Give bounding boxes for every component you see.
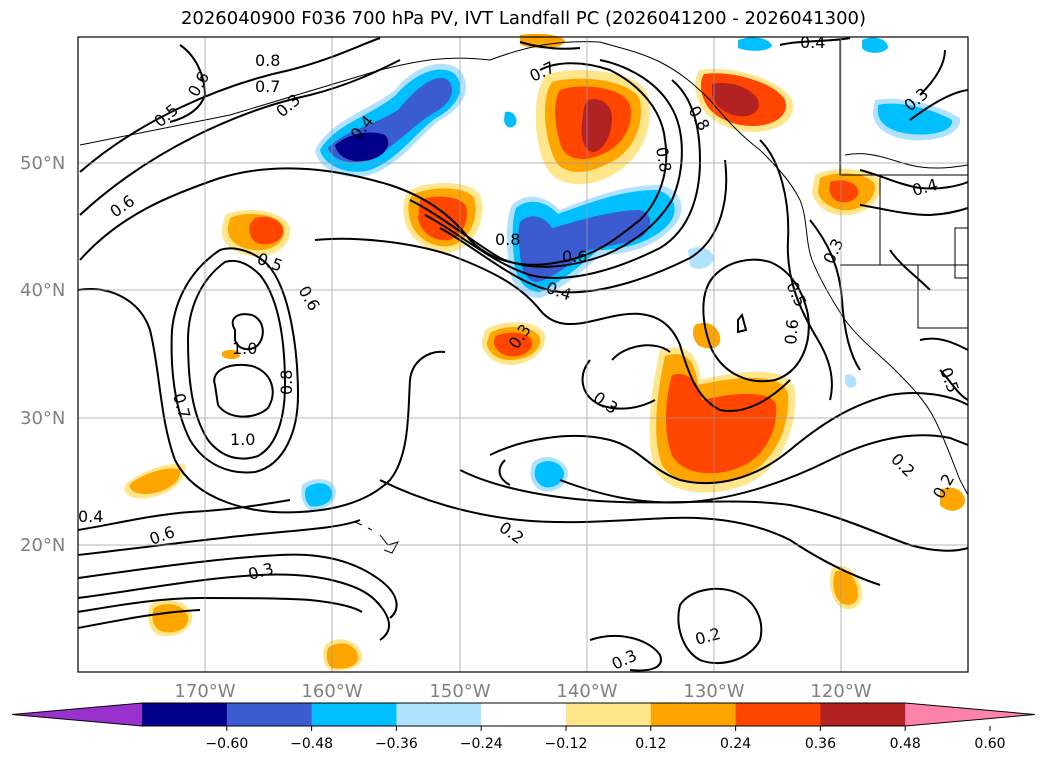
negative-anomaly-misc [301,37,961,511]
colorbar-tick-label: 0.60 [974,736,1005,752]
lon-label: 120°W [810,681,871,702]
colorbar-tick-label: −0.24 [460,736,503,752]
lon-label: 130°W [683,681,744,702]
colorbar-extend-high [905,703,1035,726]
colorbar-segment [566,703,652,726]
map-frame [77,36,969,673]
colorbar-segment [142,703,228,726]
colorbar-tick-label: −0.36 [375,736,418,752]
contour-label: 0.7 [255,77,280,96]
colorbar-tick-label: 0.12 [635,736,666,752]
negative-anomaly-aleutian [315,63,467,178]
contour-label: 0.3 [246,559,276,584]
contour-label: 0.8 [277,370,296,395]
positive-anomaly-north-pacific [403,183,483,253]
contour-label: 0.5 [936,365,963,395]
colorbar-tick-label: −0.60 [205,736,248,752]
colorbar-segment [481,703,567,726]
coastlines [79,40,969,554]
contour-label: 0.8 [495,230,520,249]
contour-label: 0.7 [169,391,194,421]
contour-label: 0.6 [781,318,802,345]
contour-label: 0.8 [652,145,675,173]
contour-label: 1.0 [230,430,255,449]
contour-label: 0.6 [295,283,324,315]
lat-label: 40°N [20,280,65,301]
positive-anomaly-dateline [221,209,291,257]
lat-label: 30°N [20,408,65,429]
contour-label: 0.2 [693,624,723,649]
colorbar-segment [735,703,821,726]
lat-label: 20°N [20,535,65,556]
latitude-labels: 50°N 40°N 30°N 20°N [20,153,65,556]
positive-anomaly-east-pacific [649,322,796,493]
lon-label: 170°W [174,681,235,702]
colorbar: −0.60 −0.48 −0.36 −0.24 −0.12 0.12 0.24 0.36 0.4… [11,702,1036,752]
colorbar-segment [820,703,906,726]
colorbar-tick-label: −0.12 [545,736,588,752]
contour-label: 0.8 [255,51,280,70]
lon-label: 140°W [556,681,617,702]
contour-label: 0.4 [78,507,103,526]
positive-anomaly-gulf-alaska [535,70,650,185]
colorbar-segment [650,703,737,726]
negative-anomaly-central [506,185,682,298]
positive-anomaly-subtropical [481,322,546,365]
colorbar-tick-label: −0.48 [290,736,333,752]
lon-label: 160°W [301,681,362,702]
contour-label: 0.6 [562,247,587,266]
positive-anomaly-bc-coast [695,68,794,132]
colorbar-segment [396,703,482,726]
contour-label: 0.4 [800,33,825,52]
lon-label: 150°W [429,681,490,702]
contour-label: 0.2 [887,449,918,480]
contour-label: 1.0 [232,339,257,358]
colorbar-extend-low [12,703,142,726]
colorbar-tick-label: 0.36 [805,736,836,752]
positive-anomaly-misc [124,33,965,671]
contour-label: 0.3 [590,388,622,418]
map-title: 2026040900 F036 700 hPa PV, IVT Landfall… [180,8,867,29]
colorbar-segment [311,703,397,726]
gridlines [78,37,968,672]
colorbar-tick-label: 0.48 [890,736,921,752]
contour-label: 0.2 [496,518,528,548]
colorbar-segment [226,703,313,726]
colorbar-tick-label: 0.24 [720,736,751,752]
colorbar-outline [11,702,1036,727]
lat-label: 50°N [20,153,65,174]
contour-label: 0.4 [544,278,574,305]
contour-label: 0.5 [150,100,182,131]
longitude-labels: 170°W 160°W 150°W 140°W 130°W 120°W [174,681,871,702]
contour-label: 0.5 [255,249,285,276]
contour-label: 0.4 [910,175,940,200]
pv-contours [77,37,969,672]
